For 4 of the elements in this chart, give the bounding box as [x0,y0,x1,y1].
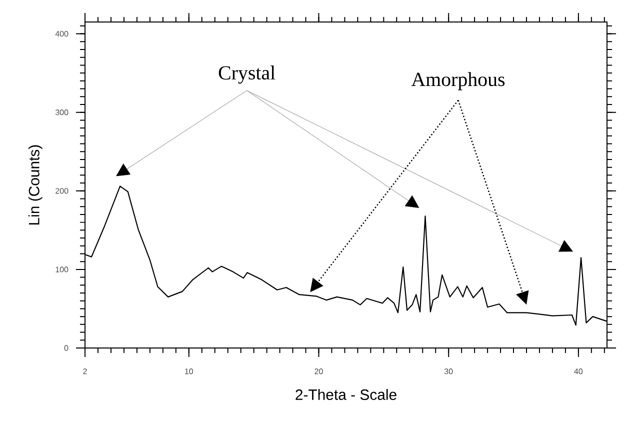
y-axis-title: Lin (Counts) [28,145,42,224]
annotation: Crystal [218,66,276,84]
annotation: Amorphous [411,72,505,90]
x-axis-title: 2-Theta - Scale [296,389,396,400]
